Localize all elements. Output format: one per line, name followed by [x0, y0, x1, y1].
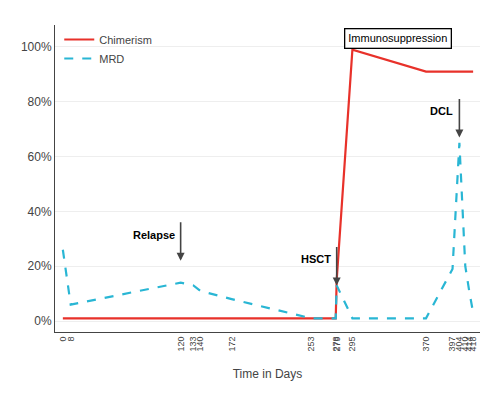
svg-text:Time in Days: Time in Days	[233, 367, 303, 381]
svg-text:140: 140	[195, 337, 205, 352]
svg-text:100%: 100%	[21, 40, 52, 54]
svg-text:404: 404	[454, 337, 464, 352]
svg-text:295: 295	[347, 337, 357, 352]
svg-text:8: 8	[66, 337, 76, 342]
svg-text:414: 414	[464, 337, 474, 352]
svg-text:HSCT: HSCT	[301, 253, 331, 265]
svg-text:370: 370	[421, 337, 431, 352]
svg-text:40%: 40%	[28, 205, 52, 219]
svg-text:Immunosuppression: Immunosuppression	[348, 32, 447, 44]
svg-text:0: 0	[58, 337, 68, 342]
svg-text:279: 279	[332, 337, 342, 352]
svg-text:418: 418	[468, 337, 478, 352]
svg-text:0%: 0%	[34, 314, 52, 328]
svg-text:DCL: DCL	[430, 105, 453, 117]
svg-text:Chimerism: Chimerism	[99, 34, 152, 46]
svg-text:278: 278	[331, 337, 341, 352]
svg-text:410: 410	[460, 337, 470, 352]
svg-text:397: 397	[447, 337, 457, 352]
svg-text:60%: 60%	[28, 150, 52, 164]
svg-text:80%: 80%	[28, 95, 52, 109]
svg-text:253: 253	[306, 337, 316, 352]
svg-text:120: 120	[176, 337, 186, 352]
svg-text:133: 133	[188, 337, 198, 352]
svg-text:172: 172	[227, 337, 237, 352]
svg-text:MRD: MRD	[99, 53, 124, 65]
svg-text:Relapse: Relapse	[133, 229, 175, 241]
svg-text:20%: 20%	[28, 259, 52, 273]
